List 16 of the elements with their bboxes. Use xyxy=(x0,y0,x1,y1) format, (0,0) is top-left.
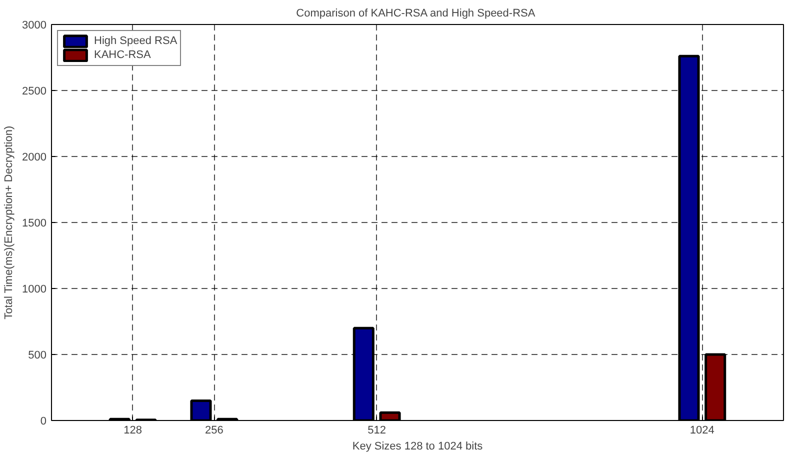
chart-title: Comparison of KAHC-RSA and High Speed-RSA xyxy=(296,8,536,20)
legend-label: High Speed RSA xyxy=(94,34,178,48)
y-axis-title: Total Time(ms)(Encryption+ Decryption) xyxy=(3,126,16,320)
y-tick-label: 500 xyxy=(28,350,47,362)
legend-label: KAHC-RSA xyxy=(94,48,151,62)
y-tick-label: 3000 xyxy=(22,20,47,32)
x-tick-label: 256 xyxy=(204,424,224,436)
y-tick-label: 1500 xyxy=(22,218,47,230)
x-tick-label: 512 xyxy=(368,424,386,436)
x-tick-label: 128 xyxy=(124,424,142,436)
x-axis-title: Key Sizes 128 to 1024 bits xyxy=(352,440,484,452)
y-tick-label: 2500 xyxy=(22,86,47,98)
y-tick-label: 2000 xyxy=(22,152,47,164)
y-tick-label: 1000 xyxy=(22,284,47,296)
x-tick-label: 1024 xyxy=(690,424,714,436)
y-tick-label: 0 xyxy=(40,416,47,428)
